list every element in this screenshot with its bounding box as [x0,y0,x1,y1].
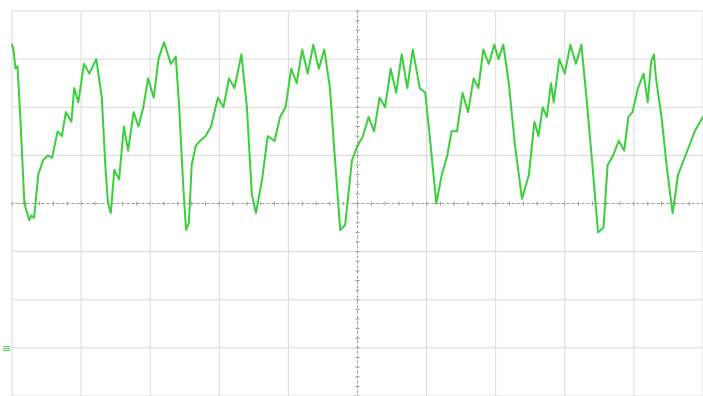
signal-trace [11,41,703,234]
center-axes [11,10,703,396]
ground-marker: ≡ [2,342,11,355]
